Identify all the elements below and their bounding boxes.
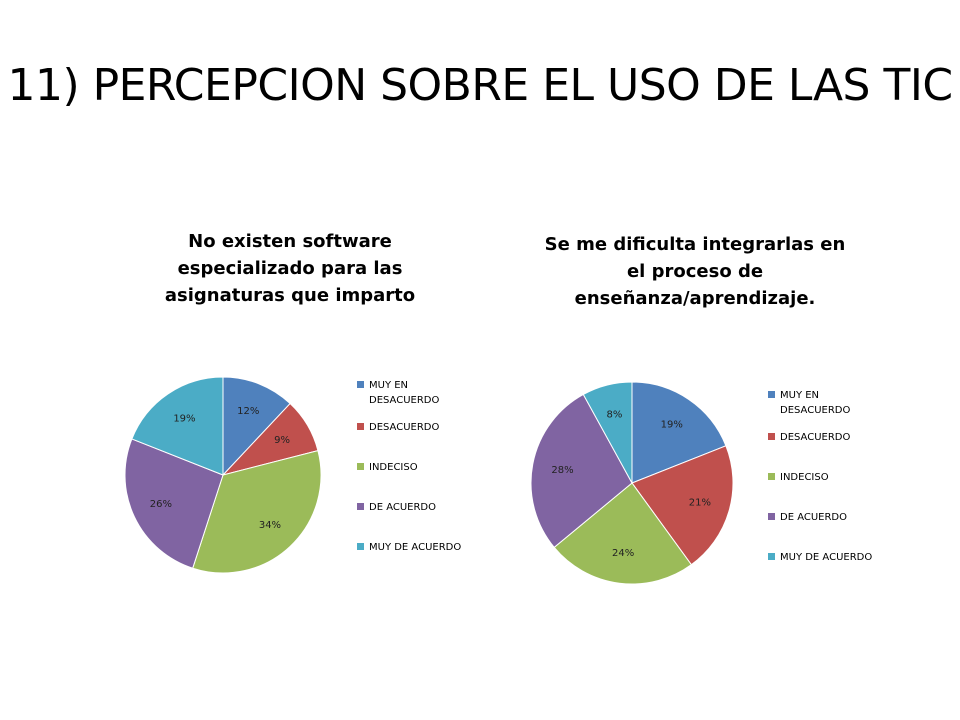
data-label: 19% <box>661 420 683 431</box>
legend-item: INDECISO <box>357 460 479 475</box>
data-label: 24% <box>612 548 634 559</box>
legend-label: MUY EN DESACUERDO <box>369 380 440 406</box>
legend-swatch <box>357 543 364 550</box>
pie-slice-de-acuerdo <box>530 393 633 549</box>
legend-item: MUY DE ACUERDO <box>768 550 890 565</box>
legend-item: MUY EN DESACUERDO <box>357 378 479 408</box>
pie-slice-de-acuerdo <box>124 438 224 569</box>
legend-swatch <box>357 423 364 430</box>
legend-swatch <box>357 381 364 388</box>
legend-item: DE ACUERDO <box>768 510 890 525</box>
pie-slice-muy-en-desacuerdo <box>631 381 727 484</box>
legend-swatch <box>768 553 775 560</box>
legend-swatch <box>357 463 364 470</box>
chart-title: Se me dificulta integrarlas en el proces… <box>544 234 846 309</box>
legend-swatch <box>768 391 775 398</box>
chart-title: No existen software especializado para l… <box>164 231 416 306</box>
legend-swatch <box>768 433 775 440</box>
data-label: 34% <box>259 520 281 531</box>
legend-label: INDECISO <box>780 472 829 483</box>
data-label: 21% <box>689 498 711 509</box>
legend-swatch <box>768 513 775 520</box>
legend-item: DE ACUERDO <box>357 500 479 515</box>
pie-slice-muy-en-desacuerdo <box>222 376 291 477</box>
data-label: 12% <box>237 406 259 417</box>
data-label: 8% <box>606 410 622 421</box>
legend-label: MUY DE ACUERDO <box>369 542 462 553</box>
legend-item: DESACUERDO <box>357 420 479 435</box>
pie-slice-desacuerdo <box>631 445 734 566</box>
legend-item: MUY EN DESACUERDO <box>768 388 890 418</box>
pie-slice-indeciso <box>553 482 693 585</box>
legend-item: MUY DE ACUERDO <box>357 540 479 555</box>
data-label: 26% <box>150 499 172 510</box>
data-label: 19% <box>173 413 195 424</box>
legend-label: DE ACUERDO <box>780 512 848 523</box>
legend-label: DESACUERDO <box>780 432 851 443</box>
legend-label: MUY EN DESACUERDO <box>780 390 851 416</box>
legend-label: DE ACUERDO <box>369 502 437 513</box>
page-title: 11) PERCEPCION SOBRE EL USO DE LAS TIC <box>7 60 953 111</box>
legend-item: INDECISO <box>768 470 890 485</box>
legend-swatch <box>768 473 775 480</box>
pie-slice-muy-de-acuerdo <box>131 376 224 476</box>
pie-slice-indeciso <box>192 450 322 574</box>
legend-swatch <box>357 503 364 510</box>
legend-label: MUY DE ACUERDO <box>780 552 873 563</box>
pie-slice-muy-de-acuerdo <box>582 381 633 484</box>
data-label: 28% <box>551 465 573 476</box>
legend-label: INDECISO <box>369 462 418 473</box>
data-label: 9% <box>274 435 290 446</box>
legend-label: DESACUERDO <box>369 422 440 433</box>
legend-item: DESACUERDO <box>768 430 890 445</box>
